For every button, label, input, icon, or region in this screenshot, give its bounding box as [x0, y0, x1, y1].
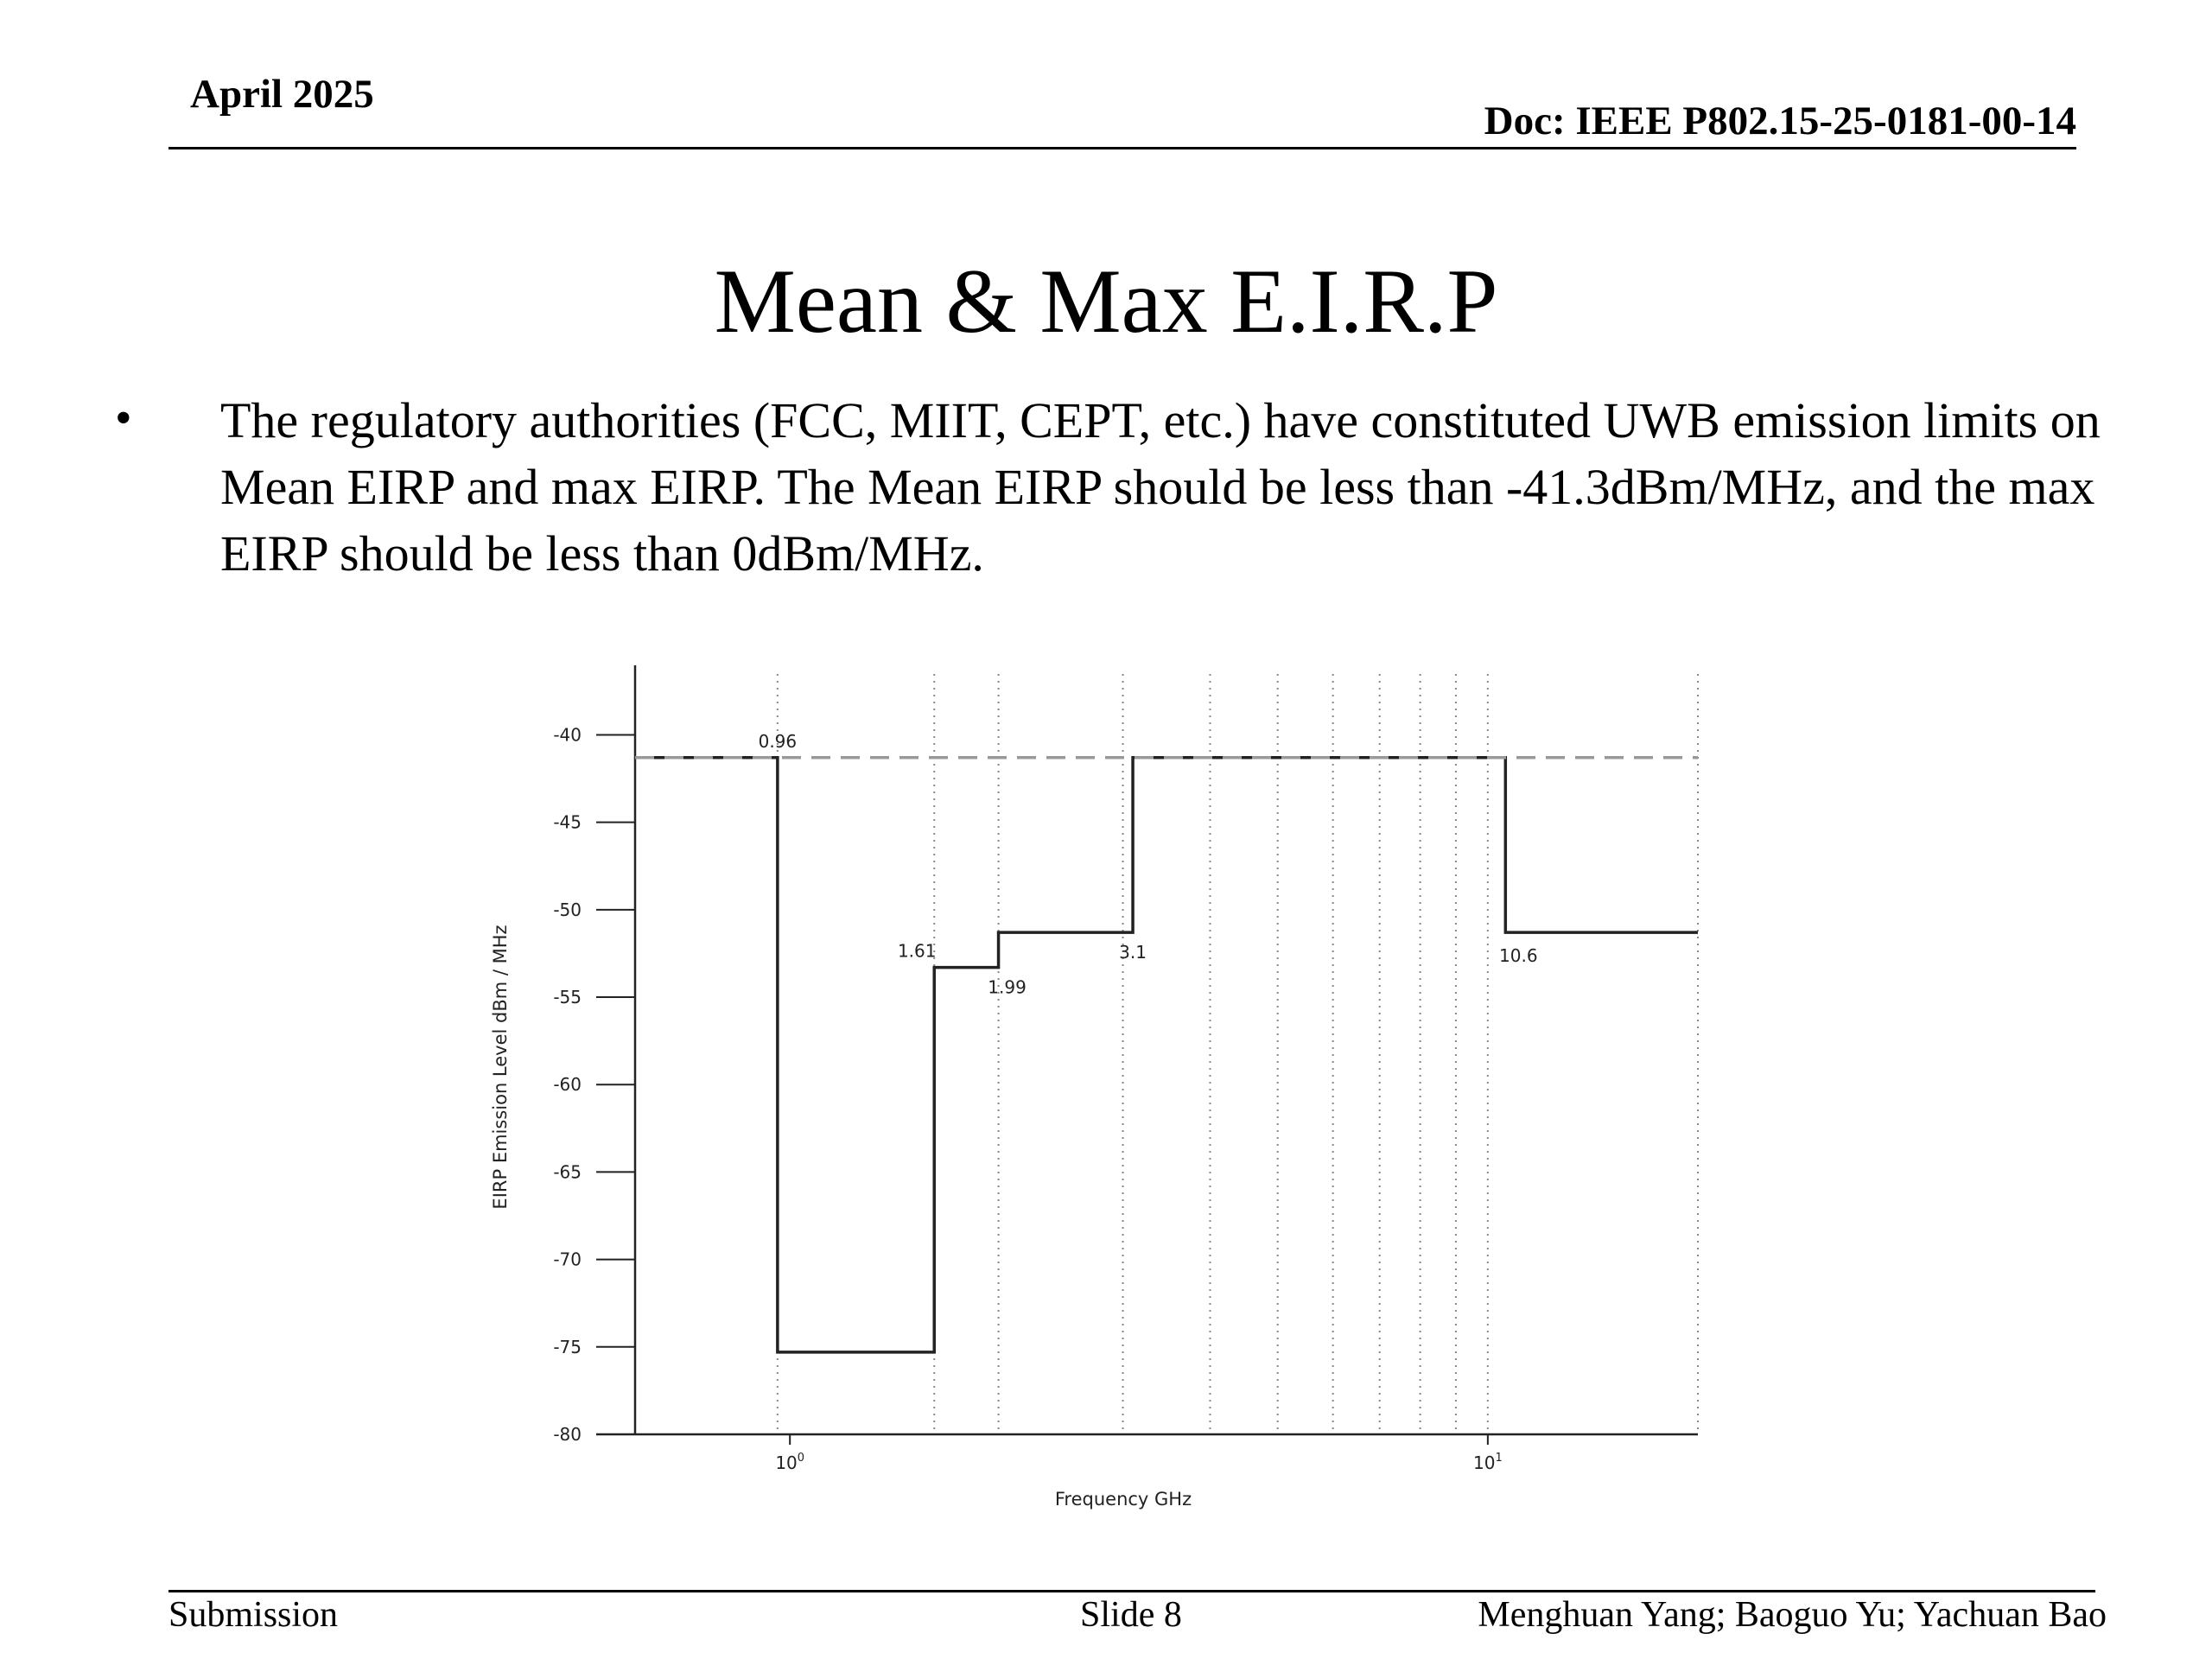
footer-authors: Menghuan Yang; Baoguo Yu; Yachuan Bao	[1478, 1595, 2107, 1635]
y-tick-label: -40	[553, 724, 582, 745]
annotation-label: 3.1	[1119, 942, 1147, 963]
annotation-label: 10.6	[1499, 945, 1538, 966]
y-tick-label: -75	[553, 1337, 582, 1357]
x-tick-label: 100	[775, 1452, 804, 1473]
footer-submission: Submission	[168, 1595, 339, 1635]
annotation-label: 1.99	[988, 977, 1027, 998]
x-tick-label: 101	[1473, 1452, 1503, 1473]
footer-slide-number: Slide 8	[1080, 1595, 1182, 1635]
slide-title: Mean & Max E.I.R.P	[714, 251, 1498, 352]
bullet-text: The regulatory authorities (FCC, MIIT, C…	[220, 392, 2101, 582]
footer-rule	[168, 1590, 2095, 1592]
annotation-label: 0.96	[759, 731, 798, 752]
y-tick-label: -45	[553, 812, 582, 833]
x-axis-label: Frequency GHz	[1055, 1489, 1192, 1510]
y-tick-label: -70	[553, 1249, 582, 1270]
y-tick-label: -80	[553, 1424, 582, 1445]
eirp-chart: -40 -45 -50 -55 -60 -65 -70 -75 -80 100 101 0.96 1.6…	[490, 665, 1699, 1510]
mean-eirp-mask-line	[635, 756, 1698, 1354]
y-tick-label: -50	[553, 899, 582, 920]
header-rule	[168, 147, 2076, 149]
header-date: April 2025	[190, 72, 374, 117]
y-tick-label: -65	[553, 1161, 582, 1182]
y-axis-label: EIRP Emission Level dBm / MHz	[490, 925, 511, 1209]
y-tick-label: -55	[553, 987, 582, 1007]
y-tick-label: -60	[553, 1074, 582, 1095]
header-doc-id: Doc: IEEE P802.15-25-0181-00-14	[1484, 99, 2076, 143]
bullet-icon: •	[115, 391, 132, 445]
annotation-label: 1.61	[898, 941, 937, 962]
